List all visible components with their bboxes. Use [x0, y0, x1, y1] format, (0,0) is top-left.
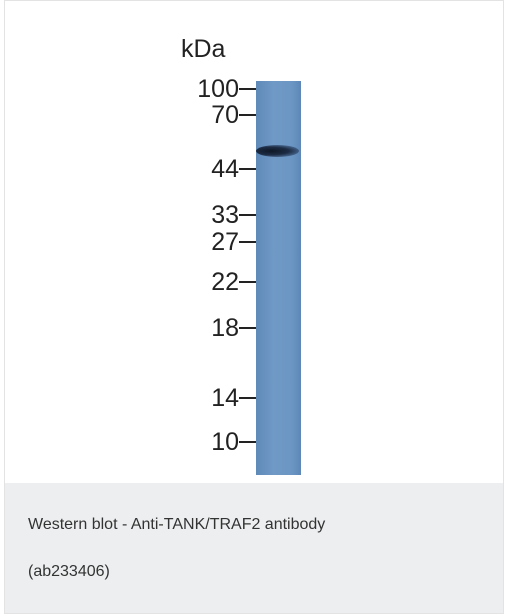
- marker-label: 27: [131, 229, 239, 255]
- marker-label: 22: [131, 269, 239, 295]
- marker-tick: [239, 441, 256, 443]
- marker-tick: [239, 281, 256, 283]
- marker-tick: [239, 88, 256, 90]
- caption: Western blot - Anti-TANK/TRAF2 antibody …: [5, 483, 503, 614]
- marker-tick: [239, 168, 256, 170]
- unit-label: kDa: [181, 35, 225, 64]
- marker-label: 70: [131, 102, 239, 128]
- caption-line: (ab233406): [28, 563, 110, 581]
- blot-band: [256, 145, 299, 157]
- marker-label: 100: [131, 76, 239, 102]
- marker-label: 14: [131, 385, 239, 411]
- marker-tick: [239, 114, 256, 116]
- marker-label: 44: [131, 156, 239, 182]
- marker-tick: [239, 241, 256, 243]
- marker-tick: [239, 327, 256, 329]
- marker-label: 18: [131, 315, 239, 341]
- marker-tick: [239, 214, 256, 216]
- blot-lane: [256, 81, 301, 475]
- caption-line: Western blot - Anti-TANK/TRAF2 antibody: [28, 516, 325, 534]
- marker-label: 33: [131, 202, 239, 228]
- page: kDa 10070 44 3327 22 18 14 10 Western blot - A…: [0, 0, 506, 616]
- marker-label: 10: [131, 429, 239, 455]
- marker-tick: [239, 397, 256, 399]
